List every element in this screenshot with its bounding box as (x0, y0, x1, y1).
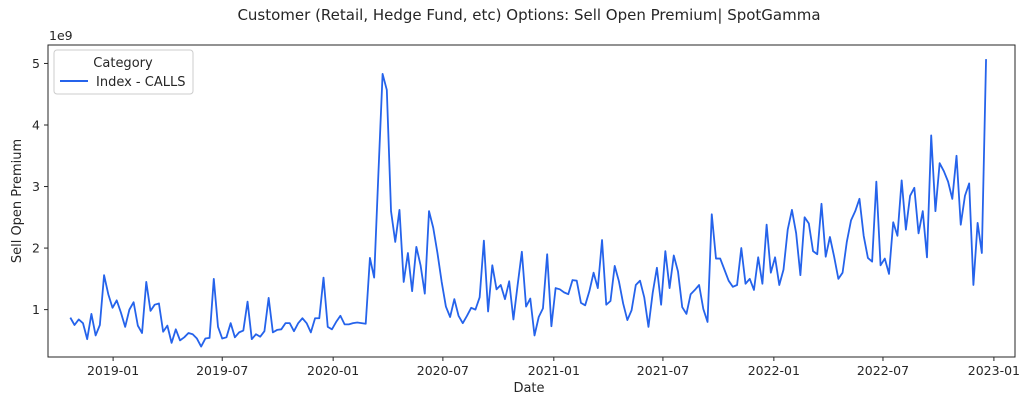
x-tick-label: 2019-07 (196, 363, 248, 378)
legend: Category Index - CALLS (53, 49, 194, 95)
x-tick-label: 2020-07 (417, 363, 469, 378)
legend-title: Category (93, 56, 153, 71)
y-axis-label: Sell Open Premium (10, 139, 25, 263)
x-tick-label: 2022-07 (857, 363, 909, 378)
y-axis-offset-label: 1e9 (49, 28, 73, 43)
x-axis-ticks: 2019-01 2019-07 2020-01 2020-07 2021-01 2021-… (87, 357, 1020, 378)
y-tick-label: 3 (32, 179, 40, 194)
x-tick-label: 2021-07 (637, 363, 689, 378)
x-tick-label: 2023-01 (968, 363, 1020, 378)
y-tick-label: 4 (32, 118, 40, 133)
series-line-index-calls (69, 59, 987, 348)
y-tick-label: 2 (32, 241, 40, 256)
plot-area-frame (47, 44, 1016, 358)
x-tick-label: 2022-01 (748, 363, 800, 378)
legend-box (53, 49, 194, 95)
legend-label-index-calls: Index - CALLS (96, 75, 185, 90)
x-tick-label: 2021-01 (528, 363, 580, 378)
x-tick-label: 2019-01 (87, 363, 139, 378)
series-layer (69, 59, 987, 348)
y-axis-ticks: 1 2 3 4 5 (32, 56, 48, 317)
x-axis-label: Date (513, 381, 544, 396)
y-tick-label: 5 (32, 56, 40, 71)
chart-title: Customer (Retail, Hedge Fund, etc) Optio… (237, 6, 820, 24)
x-tick-label: 2020-01 (307, 363, 359, 378)
y-tick-label: 1 (32, 302, 40, 317)
